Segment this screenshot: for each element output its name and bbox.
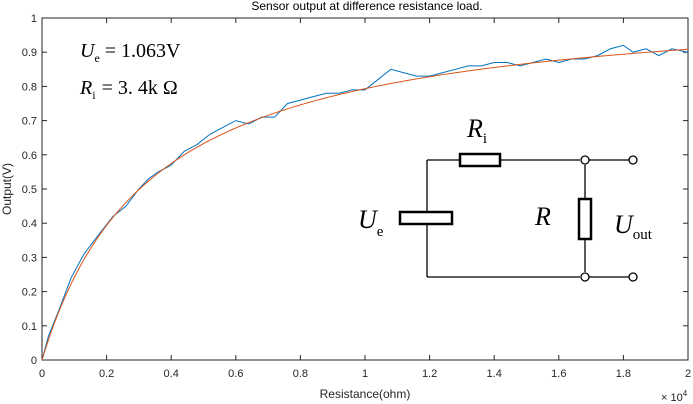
circuit-node-top: [580, 155, 590, 165]
annotation-ri-subscript: i: [92, 88, 96, 102]
x-tick-label: 1.4: [487, 368, 502, 380]
circuit-label-r: R: [534, 202, 551, 231]
x-axis-exponent-base: × 10: [661, 392, 683, 404]
annotation-ue-value: = 1.063V: [100, 40, 181, 62]
x-tick-label: 0.2: [99, 368, 114, 380]
circuit-label-uout: Uout: [614, 210, 653, 243]
chart-title: Sensor output at difference resistance l…: [251, 0, 482, 13]
y-tick-label: 0.1: [22, 321, 37, 333]
y-tick-label: 0.6: [22, 150, 37, 162]
circuit-label-ue-symbol: U: [358, 205, 379, 234]
x-axis-label: Resistance(ohm): [320, 387, 411, 401]
x-tick-label: 0.8: [293, 368, 308, 380]
circuit-label-ri-symbol: R: [466, 114, 483, 143]
x-tick-label: 2: [685, 368, 691, 380]
y-tick-label: 0: [31, 355, 37, 367]
y-tick-label: 0.5: [22, 184, 37, 196]
y-tick-label: 0.9: [22, 47, 37, 59]
annotation-ri: Ri = 3. 4k Ω: [79, 77, 178, 102]
circuit-label-ue-subscript: e: [377, 224, 384, 240]
y-tick-label: 1: [31, 13, 37, 25]
circuit-label-ri: Ri: [466, 114, 487, 147]
y-axis-label: Output(V): [0, 163, 14, 215]
annotation-ue: Ue = 1.063V: [80, 40, 181, 65]
annotation-ue-symbol: U: [80, 40, 96, 62]
series-layer: [41, 44, 689, 361]
x-tick-label: 0: [39, 368, 45, 380]
y-tick-label: 0.2: [22, 287, 37, 299]
x-axis-exponent-power: 4: [683, 389, 688, 398]
y-tick-label: 0.4: [22, 218, 37, 230]
circuit-terminal-top: [628, 155, 638, 165]
x-tick-label: 0.4: [164, 368, 179, 380]
circuit-label-ri-subscript: i: [483, 131, 487, 147]
circuit-resistor-ri: [458, 152, 502, 168]
circuit-label-ue: Ue: [358, 205, 384, 240]
x-tick-label: 1.2: [422, 368, 437, 380]
y-tick-label: 0.3: [22, 252, 37, 264]
series-line-model: [41, 48, 689, 361]
circuit-resistor-r: [577, 197, 593, 241]
annotation-ue-subscript: e: [94, 51, 99, 65]
y-tick-label: 0.7: [22, 116, 37, 128]
x-tick-label: 0.6: [228, 368, 243, 380]
circuit-terminal-bottom: [628, 272, 638, 282]
x-axis-exponent: × 104: [661, 389, 688, 404]
circuit-diagram: [398, 152, 638, 282]
circuit-node-bottom: [580, 272, 590, 282]
x-tick-label: 1.8: [616, 368, 631, 380]
y-axis-ticks: 0 0.1 0.2 0.3 0.4 0.5 0.6 0.7 0.8 0.9 1: [22, 13, 688, 367]
annotation-ri-symbol: R: [79, 77, 92, 99]
circuit-label-uout-subscript: out: [633, 227, 653, 243]
x-axis-ticks: 0 0.2 0.4 0.6 0.8 1 1.2 1.4 1.6 1.8 2: [39, 18, 691, 380]
circuit-source-ue: [398, 210, 454, 226]
y-tick-label: 0.8: [22, 81, 37, 93]
x-tick-label: 1: [362, 368, 368, 380]
annotation-ri-value: = 3. 4k Ω: [102, 77, 178, 99]
circuit-label-uout-symbol: U: [614, 210, 635, 239]
x-tick-label: 1.6: [551, 368, 566, 380]
